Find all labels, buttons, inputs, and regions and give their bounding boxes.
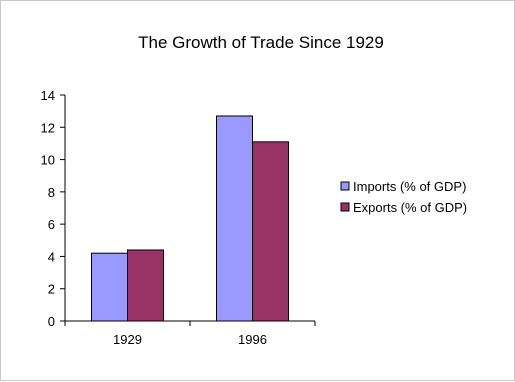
bar-imports-1996 [216,115,253,322]
x-tick-label: 1996 [238,332,267,347]
bar-imports-1929 [91,252,128,322]
bar-exports-1996 [252,141,289,322]
x-tick-label: 1929 [113,332,142,347]
legend: Imports (% of GDP) Exports (% of GDP) [340,179,467,215]
y-tick-label: 2 [48,282,55,297]
legend-swatch-imports [340,181,350,191]
plot-area: 0 2 4 6 8 10 12 14 1929 1996 [41,88,316,347]
chart-title: The Growth of Trade Since 1929 [138,33,384,52]
y-tick-label: 10 [41,153,55,168]
y-tick-label: 12 [41,120,55,135]
y-tick-label: 4 [48,249,55,264]
y-tick-label: 0 [48,314,55,329]
bar-exports-1929 [127,249,164,322]
y-tick-label: 14 [41,88,55,103]
legend-swatch-exports [340,202,350,212]
legend-label-exports: Exports (% of GDP) [353,200,467,215]
y-tick-label: 6 [48,217,55,232]
legend-label-imports: Imports (% of GDP) [353,179,466,194]
y-tick-label: 8 [48,185,55,200]
